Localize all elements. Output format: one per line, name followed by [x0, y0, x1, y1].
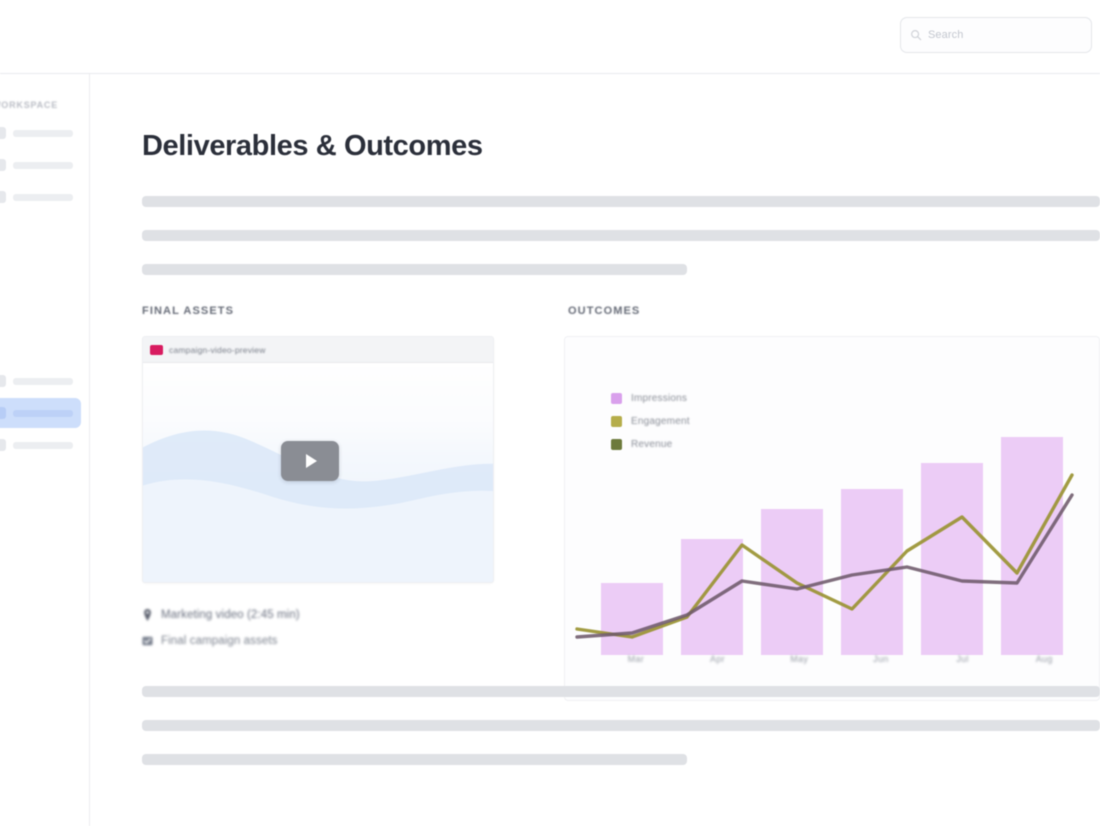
search-icon [911, 30, 922, 41]
x-tick-2: May [790, 654, 809, 664]
sidebar-item-icon [0, 191, 6, 203]
intro-skeleton-line-3 [142, 264, 687, 275]
site-favicon-icon [150, 344, 163, 355]
outcomes-combo-chart [575, 437, 1074, 655]
browser-tab-bar: campaign-video-preview [143, 337, 493, 363]
outcomes-chart-card[interactable]: Impressions Engagement Revenue Mar Apr M… [564, 336, 1100, 701]
play-button[interactable] [281, 441, 339, 481]
chart-x-axis: Mar Apr May Jun Jul Aug [595, 654, 1085, 664]
legend-swatch-impressions [611, 393, 622, 404]
x-tick-0: Mar [627, 654, 645, 664]
asset-link-archive-label: Final campaign assets [161, 635, 278, 647]
sidebar-spacer [0, 214, 89, 364]
x-tick-4: Jul [956, 654, 969, 664]
video-thumbnail[interactable] [143, 363, 493, 582]
final-assets-label: FINAL ASSETS [142, 305, 235, 317]
sidebar-item-label [13, 409, 73, 417]
sidebar-item-icon [0, 127, 6, 139]
sidebar-item-icon [0, 407, 6, 419]
legend-item-impressions[interactable]: Impressions [611, 393, 690, 404]
archive-icon [142, 636, 153, 646]
legend-swatch-engagement [611, 416, 622, 427]
thumbnail-wave-graphic [143, 430, 493, 582]
sidebar-item-3[interactable] [0, 366, 81, 396]
sidebar-section-label: WORKSPACE [0, 100, 59, 110]
top-header-bar [0, 0, 1100, 74]
footer-skeleton-line-1 [142, 686, 1100, 697]
sidebar-item-0[interactable] [0, 118, 81, 148]
legend-item-revenue[interactable]: Revenue [611, 439, 690, 450]
x-tick-1: Apr [710, 654, 725, 664]
intro-skeleton-line-1 [142, 196, 1100, 207]
legend-label-impressions: Impressions [631, 393, 688, 404]
sidebar-item-label [13, 161, 73, 169]
outcomes-label: OUTCOMES [568, 305, 641, 317]
asset-link-video[interactable]: Marketing video (2:45 min) [142, 602, 472, 628]
footer-skeleton-line-2 [142, 720, 1100, 731]
search-input[interactable] [928, 29, 1082, 41]
asset-link-video-label: Marketing video (2:45 min) [161, 609, 300, 621]
sidebar-item-label [13, 377, 73, 385]
sidebar-item-icon [0, 159, 6, 171]
sidebar-item-label [13, 193, 73, 201]
sidebar-item-1[interactable] [0, 150, 81, 180]
search-box[interactable] [900, 17, 1092, 53]
browser-tab-title: campaign-video-preview [169, 344, 266, 355]
x-tick-3: Jun [873, 654, 889, 664]
sidebar-item-selected[interactable] [0, 398, 81, 428]
asset-link-archive[interactable]: Final campaign assets [142, 628, 472, 654]
legend-swatch-revenue [611, 439, 622, 450]
footer-skeleton-line-3 [142, 754, 687, 765]
final-assets-panel: campaign-video-preview [142, 336, 494, 583]
asset-link-list: Marketing video (2:45 min) Final campaig… [142, 602, 472, 654]
intro-skeleton-line-2 [142, 230, 1100, 241]
chart-line-revenue [575, 493, 1074, 639]
left-sidebar: WORKSPACE [0, 74, 90, 826]
page-title: Deliverables & Outcomes [142, 130, 483, 162]
sidebar-item-label [13, 441, 73, 449]
sidebar-item-label [13, 129, 73, 137]
main-content: Deliverables & Outcomes FINAL ASSETS OUT… [90, 74, 1100, 826]
legend-label-revenue: Revenue [631, 439, 673, 450]
chart-line-engagement [575, 473, 1074, 639]
sidebar-item-4[interactable] [0, 430, 81, 460]
video-icon [144, 609, 151, 621]
chart-legend: Impressions Engagement Revenue [611, 393, 690, 450]
sidebar-item-2[interactable] [0, 182, 81, 212]
x-tick-5: Aug [1035, 654, 1053, 664]
sidebar-item-icon [0, 375, 6, 387]
sidebar-item-icon [0, 439, 6, 451]
video-preview-card[interactable]: campaign-video-preview [142, 336, 494, 583]
legend-item-engagement[interactable]: Engagement [611, 416, 690, 427]
legend-label-engagement: Engagement [631, 416, 690, 427]
play-icon [306, 454, 317, 468]
